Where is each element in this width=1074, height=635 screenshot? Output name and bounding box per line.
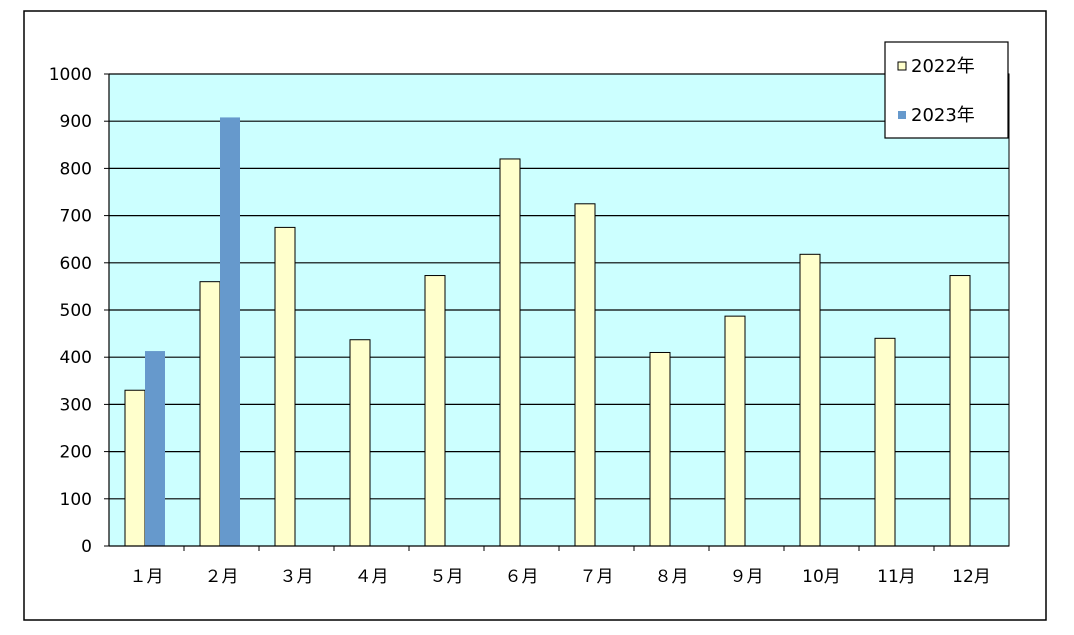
bar-2022年-９月 bbox=[724, 315, 746, 547]
x-tick-label: ９月 bbox=[730, 567, 764, 587]
bar-2022年-７月 bbox=[574, 203, 596, 547]
bar-2022年-10月 bbox=[799, 253, 821, 547]
y-axis-ticks: 0 100 200 300 400 500 600 700 800 900 1000 bbox=[49, 65, 935, 557]
y-tick-label: 0 bbox=[81, 537, 92, 557]
legend-box bbox=[884, 41, 1009, 139]
bar-2022年-２月 bbox=[199, 281, 221, 547]
y-tick-label: 700 bbox=[60, 207, 92, 227]
bar-2022年-３月 bbox=[274, 226, 296, 547]
x-tick-label: ３月 bbox=[280, 567, 314, 587]
x-tick-label: ４月 bbox=[355, 567, 389, 587]
y-tick-label: 900 bbox=[60, 112, 92, 132]
bar-2023年-２月 bbox=[220, 117, 240, 546]
x-tick-label: ７月 bbox=[580, 567, 614, 587]
x-axis-labels: １月 ２月 ３月 ４月 ５月 ６月 ７月 ８月 ９月 10月 11月 12月 bbox=[130, 567, 991, 587]
legend-swatch-2023 bbox=[898, 111, 906, 119]
x-tick-label: ２月 bbox=[205, 567, 239, 587]
x-tick-label: ５月 bbox=[430, 567, 464, 587]
legend-swatch-2022 bbox=[897, 61, 907, 71]
y-tick-label: 800 bbox=[60, 159, 92, 179]
x-tick-label: 10月 bbox=[802, 567, 841, 587]
y-tick-label: 600 bbox=[60, 254, 92, 274]
y-tick-label: 100 bbox=[60, 490, 92, 510]
bar-2022年-12月 bbox=[949, 275, 971, 547]
x-tick-label: ６月 bbox=[505, 567, 539, 587]
y-tick-label: 500 bbox=[60, 301, 92, 321]
legend-label-2023: 2023年 bbox=[911, 105, 975, 126]
x-tick-label: 12月 bbox=[952, 567, 991, 587]
legend: 2022年 2023年 bbox=[884, 41, 1009, 139]
x-tick-label: 11月 bbox=[877, 567, 916, 587]
x-tick-label: １月 bbox=[130, 567, 164, 587]
y-tick-label: 400 bbox=[60, 348, 92, 368]
bar-2022年-11月 bbox=[874, 337, 896, 547]
bar-2022年-５月 bbox=[424, 275, 446, 547]
gridlines bbox=[109, 73, 1009, 500]
x-tick-label: ８月 bbox=[655, 567, 689, 587]
y-tick-label: 200 bbox=[60, 443, 92, 463]
bar-2023年-１月 bbox=[145, 351, 165, 546]
bars bbox=[124, 117, 971, 547]
bar-2022年-８月 bbox=[649, 351, 671, 547]
bar-2022年-６月 bbox=[499, 158, 521, 547]
y-tick-label: 1000 bbox=[49, 65, 92, 85]
bar-2022年-１月 bbox=[124, 389, 146, 547]
y-tick-label: 300 bbox=[60, 395, 92, 415]
bar-2022年-４月 bbox=[349, 339, 371, 547]
legend-label-2022: 2022年 bbox=[911, 56, 975, 77]
